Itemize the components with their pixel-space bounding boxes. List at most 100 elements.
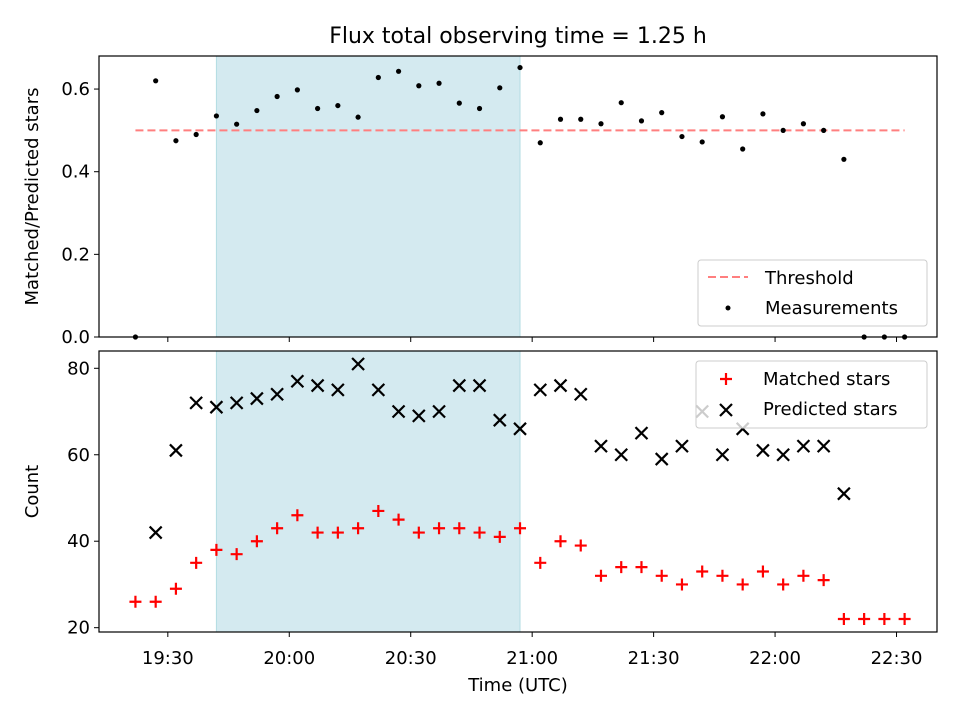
matched-star-point <box>574 539 587 552</box>
count-legend: Matched stars Predicted stars <box>695 360 928 429</box>
y-tick-label: 0.6 <box>61 79 90 100</box>
measurement-point <box>638 118 645 124</box>
predicted-star-point <box>715 447 730 462</box>
measurement-point <box>760 111 766 117</box>
measurement-point <box>355 114 361 120</box>
ratio-plot-marks <box>132 64 908 340</box>
threshold-legend-label: Threshold <box>764 268 854 289</box>
matched-star-point <box>594 569 607 582</box>
measurement-point <box>719 114 726 120</box>
matched-star-point <box>473 526 486 539</box>
matched-star-point <box>837 613 850 626</box>
matched-star-point <box>696 565 709 578</box>
ratio-y-axis-label: Matched/Predicted stars <box>22 88 43 306</box>
predicted-star-point <box>391 404 406 419</box>
count-legend-box <box>695 360 928 429</box>
matched-legend-label: Matched stars <box>763 369 890 390</box>
measurement-point <box>294 87 300 93</box>
matched-star-point <box>655 569 668 582</box>
measurement-point <box>395 68 402 74</box>
measurement-point <box>659 110 665 116</box>
predicted-star-point <box>654 452 669 466</box>
matched-star-point <box>878 613 891 626</box>
x-tick-label: 22:00 <box>749 648 801 669</box>
x-tick-label: 21:00 <box>506 648 558 669</box>
y-tick-label: 60 <box>67 445 90 466</box>
y-tick-label: 0.0 <box>61 327 90 348</box>
predicted-star-point <box>169 443 183 458</box>
matched-star-point <box>615 561 628 574</box>
predicted-star-point <box>290 374 305 389</box>
measurement-point <box>679 133 685 140</box>
measurement-point <box>780 127 786 133</box>
count-y-axis-label: Count <box>22 465 43 518</box>
measurement-point <box>335 102 341 109</box>
predicted-star-point <box>371 383 386 397</box>
matched-star-point <box>149 595 162 608</box>
x-tick-label: 19:30 <box>142 648 194 669</box>
measurement-point <box>476 105 483 112</box>
matched-star-point <box>412 526 425 539</box>
measurement-point <box>699 139 705 145</box>
matched-legend-swatch <box>720 373 732 385</box>
matched-star-point <box>898 613 911 626</box>
matched-star-point <box>250 535 263 548</box>
matched-star-point <box>169 582 182 595</box>
predicted-star-point <box>209 400 224 414</box>
predicted-star-point <box>837 486 851 501</box>
y-tick-label: 20 <box>67 618 90 639</box>
y-tick-label: 40 <box>67 531 90 552</box>
chart-title: Flux total observing time = 1.25 h <box>329 24 707 49</box>
measurement-point <box>193 131 199 138</box>
matched-star-point <box>514 522 527 535</box>
predicted-star-point <box>513 422 527 436</box>
x-tick-label: 22:30 <box>871 648 923 669</box>
matched-star-point <box>777 578 790 591</box>
count-axes-frame <box>98 350 938 633</box>
ratio-legend: Threshold Measurements <box>697 259 928 327</box>
matched-star-point <box>756 565 769 578</box>
predicted-star-point <box>270 387 284 402</box>
predicted-star-point <box>452 378 467 393</box>
predicted-legend-label: Predicted stars <box>763 399 897 420</box>
predicted-star-point <box>148 525 163 540</box>
predicted-star-point <box>493 413 507 427</box>
matched-star-point <box>675 578 688 591</box>
predicted-star-point <box>472 378 487 393</box>
count-plot-marks <box>129 357 911 626</box>
x-tick-label: 20:30 <box>385 648 437 669</box>
x-tick-label: 20:00 <box>263 648 315 669</box>
predicted-star-point <box>756 443 770 458</box>
ratio-y-ticks: 0.0 0.2 0.4 0.6 <box>61 79 99 348</box>
matched-star-point <box>331 526 344 539</box>
measurement-point <box>841 156 847 162</box>
measurement-point <box>274 93 280 100</box>
measurement-point <box>800 121 807 127</box>
matched-star-point <box>372 504 385 517</box>
matched-star-point <box>534 556 547 569</box>
matched-star-point <box>210 543 223 556</box>
predicted-star-point <box>351 357 365 371</box>
measurement-point <box>537 140 543 146</box>
predicted-star-point <box>573 387 588 402</box>
count-x-ticks: 19:30 20:00 20:30 21:00 21:30 22:00 22:30 <box>142 632 923 669</box>
measurement-point <box>578 116 584 122</box>
measurement-point <box>436 80 442 86</box>
predicted-star-point <box>432 404 446 419</box>
matched-star-point <box>392 513 405 526</box>
ratio-axes-frame <box>98 55 938 338</box>
predicted-star-point <box>614 447 629 462</box>
predicted-star-point <box>331 383 345 397</box>
measurement-point <box>153 78 159 84</box>
matched-star-point <box>190 556 203 569</box>
ratio-x-ticks <box>167 337 898 342</box>
observing-window-shade <box>215 350 521 633</box>
y-tick-label: 0.2 <box>61 244 90 265</box>
matched-star-point <box>554 535 567 548</box>
matched-star-point <box>230 548 243 561</box>
matched-star-point <box>493 530 506 543</box>
predicted-star-point <box>675 439 689 453</box>
matched-star-point <box>716 569 729 582</box>
count-panel: 20 40 60 80 19:30 20:00 20:30 21:00 21:30 22:00 2… <box>22 350 938 669</box>
